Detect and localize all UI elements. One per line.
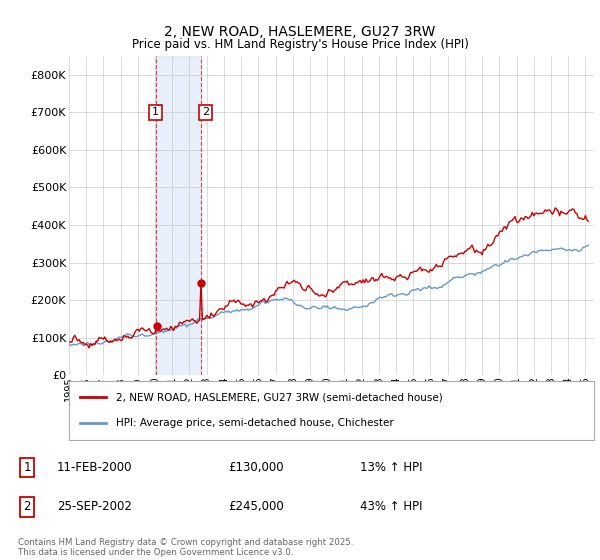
Bar xyxy=(157,56,201,375)
Text: 2, NEW ROAD, HASLEMERE, GU27 3RW (semi-detached house): 2, NEW ROAD, HASLEMERE, GU27 3RW (semi-d… xyxy=(116,392,443,402)
Text: 1: 1 xyxy=(152,108,159,118)
Text: Price paid vs. HM Land Registry's House Price Index (HPI): Price paid vs. HM Land Registry's House … xyxy=(131,38,469,51)
Text: 11-FEB-2000: 11-FEB-2000 xyxy=(57,461,133,474)
Text: 1: 1 xyxy=(23,461,31,474)
Text: HPI: Average price, semi-detached house, Chichester: HPI: Average price, semi-detached house,… xyxy=(116,418,394,428)
Text: 2, NEW ROAD, HASLEMERE, GU27 3RW: 2, NEW ROAD, HASLEMERE, GU27 3RW xyxy=(164,25,436,39)
Text: 13% ↑ HPI: 13% ↑ HPI xyxy=(360,461,422,474)
Text: 2: 2 xyxy=(23,500,31,514)
Text: Contains HM Land Registry data © Crown copyright and database right 2025.
This d: Contains HM Land Registry data © Crown c… xyxy=(18,538,353,557)
Text: 43% ↑ HPI: 43% ↑ HPI xyxy=(360,500,422,514)
Text: 2: 2 xyxy=(202,108,209,118)
Text: 25-SEP-2002: 25-SEP-2002 xyxy=(57,500,132,514)
Text: £130,000: £130,000 xyxy=(228,461,284,474)
Text: £245,000: £245,000 xyxy=(228,500,284,514)
